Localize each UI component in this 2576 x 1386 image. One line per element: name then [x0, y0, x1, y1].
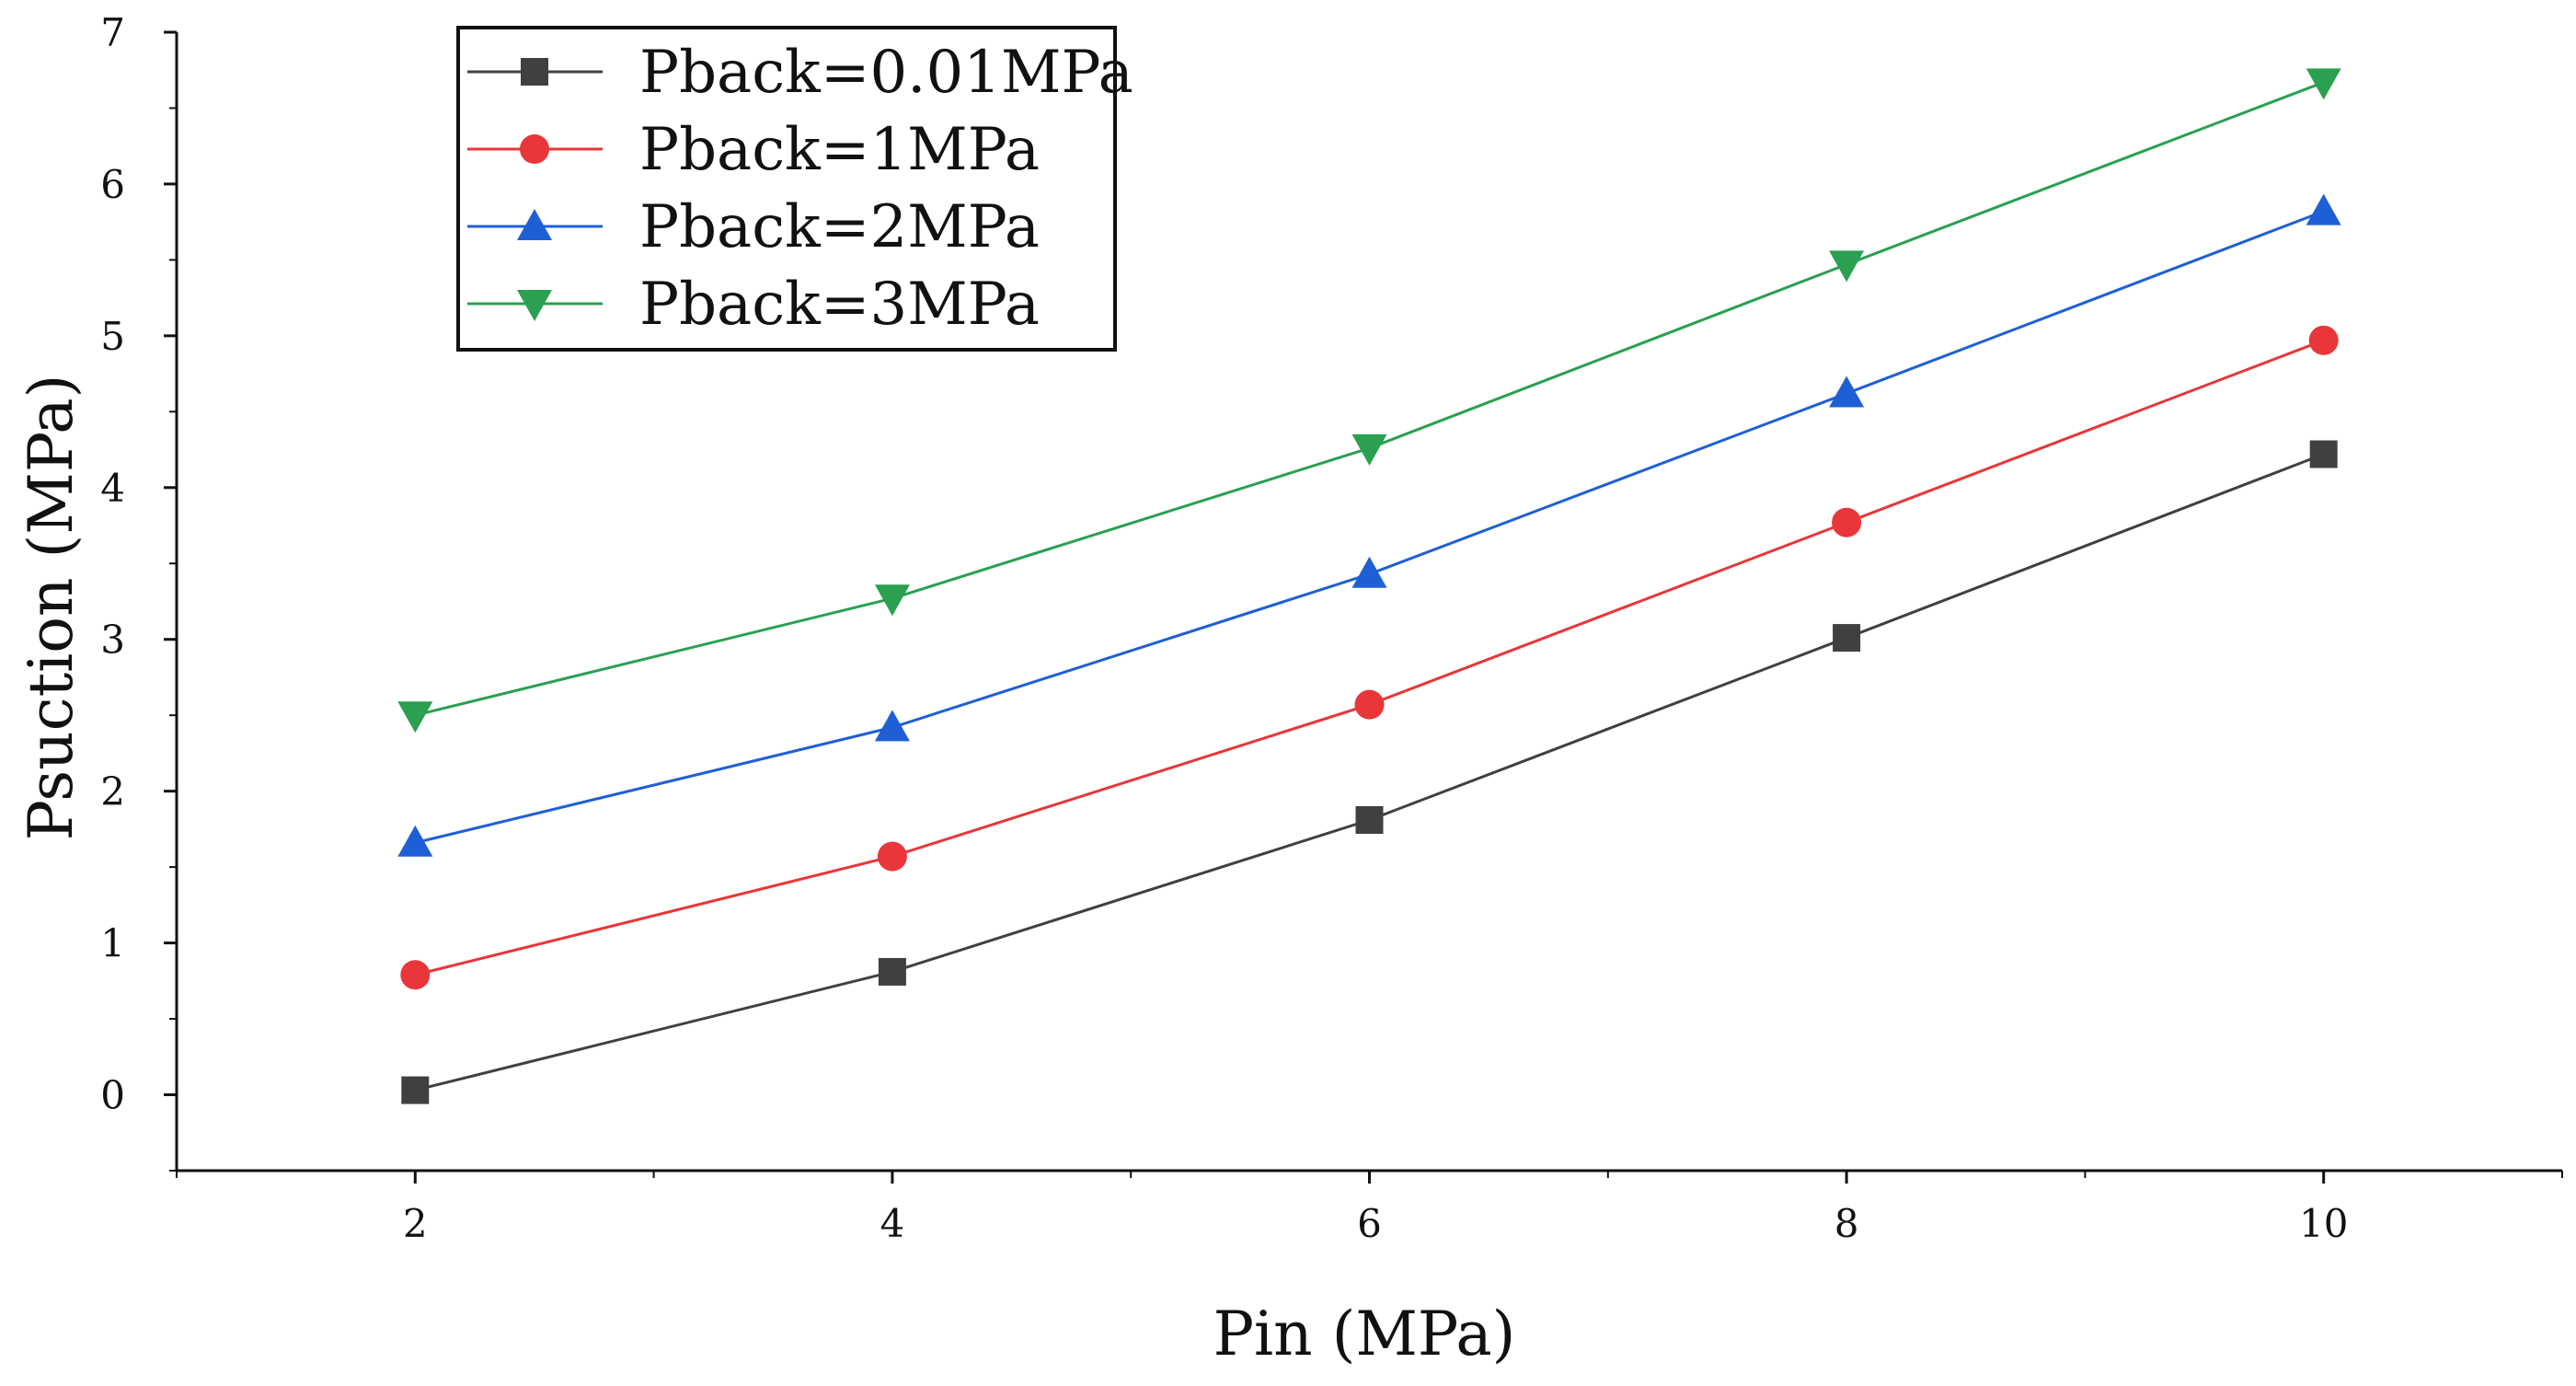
data-point: [1829, 250, 1865, 283]
legend-marker: [517, 290, 552, 321]
y-tick-label: 3: [100, 618, 125, 663]
series-1: [401, 440, 2338, 1104]
y-tick-label: 2: [100, 769, 125, 814]
x-axis-title: Pin (MPa): [1213, 1299, 1516, 1369]
legend-label: Pback=1MPa: [639, 116, 1040, 184]
y-axis-title: Psuction (MPa): [16, 375, 86, 841]
series-3: [397, 193, 2341, 857]
data-point: [397, 701, 433, 733]
data-point: [878, 957, 906, 986]
axes: 0 1 2 3 4 5 6 7 2 4 6 8 10: [100, 10, 2563, 1246]
data-point: [2308, 325, 2339, 355]
data-point: [1354, 689, 1385, 720]
y-tick-label: 7: [100, 10, 125, 55]
data-point: [1832, 507, 1862, 537]
x-tick-label: 6: [1357, 1201, 1382, 1246]
data-point: [2306, 68, 2341, 100]
legend-marker: [521, 58, 548, 86]
data-point: [2309, 440, 2338, 468]
legend: Pback=0.01MPa Pback=1MPa Pback=2MPa Pback=3…: [456, 26, 1133, 352]
x-tick-label: 4: [880, 1201, 905, 1246]
data-point: [1351, 556, 1387, 588]
y-tick-label: 5: [100, 314, 125, 359]
x-tick-label: 8: [1834, 1201, 1859, 1246]
legend-label: Pback=2MPa: [639, 193, 1040, 261]
series-2: [400, 325, 2339, 990]
series-4: [397, 68, 2341, 733]
data-point: [401, 1076, 430, 1104]
legend-box: [456, 26, 1117, 352]
data-point: [400, 960, 431, 990]
legend-label: Pback=0.01MPa: [639, 39, 1133, 107]
data-point: [1829, 375, 1865, 408]
data-point: [1351, 433, 1387, 466]
data-point: [2306, 193, 2341, 225]
x-tick-label: 2: [403, 1201, 428, 1246]
legend-marker: [520, 134, 549, 164]
y-tick-label: 6: [100, 162, 125, 207]
series-layer: [397, 68, 2341, 1104]
x-tick-label: 10: [2299, 1201, 2348, 1246]
y-tick-label: 0: [100, 1073, 125, 1118]
data-point: [397, 825, 433, 857]
data-point: [1833, 624, 1861, 653]
data-point: [877, 841, 907, 872]
y-tick-label: 4: [100, 466, 125, 511]
legend-marker: [517, 209, 552, 240]
legend-label: Pback=3MPa: [639, 271, 1040, 339]
data-point: [874, 584, 910, 617]
data-point: [874, 710, 910, 742]
y-tick-label: 1: [100, 921, 125, 966]
data-point: [1355, 806, 1384, 835]
